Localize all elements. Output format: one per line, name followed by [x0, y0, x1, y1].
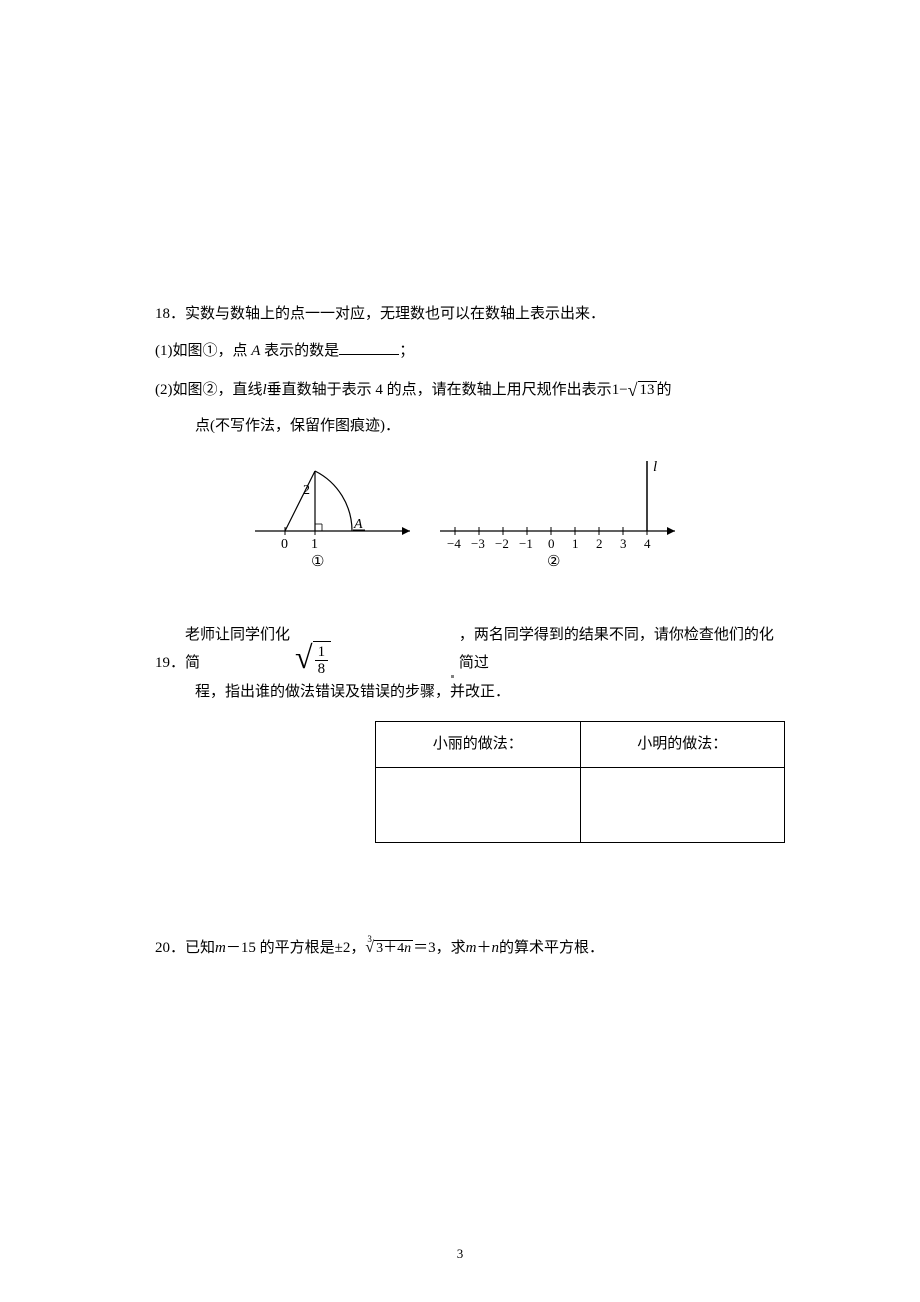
q18-sqrt: √13 [628, 373, 657, 407]
q18-sub1-suffix: 表示的数是 [260, 343, 339, 359]
sqrt-symbol-tall: √ [295, 643, 313, 680]
q20-text1: －15 的平方根是±2， [226, 934, 365, 963]
sqrt-symbol: √ [628, 373, 638, 407]
q19-label: 19． [155, 649, 185, 678]
q18-sub2-mid1: 垂直数轴于表示 4 的点，请在数轴上用尺规作出表示 [267, 376, 612, 405]
q20-var-n2: n [492, 934, 500, 963]
q18-sub2-cont: 点(不写作法，保留作图痕迹)． [155, 412, 775, 441]
q20-var-m: m [215, 934, 226, 963]
q20-cbrt-idx: 3 [367, 931, 372, 948]
q19-td1 [376, 767, 581, 842]
q18-sub2-expr1: 1− [612, 376, 628, 405]
fig2-caption: ② [547, 554, 560, 570]
fig2-line-label: l [653, 459, 657, 475]
fig2-t8: 4 [644, 536, 651, 551]
q18-blank [339, 340, 399, 355]
q18-intro-text: 实数与数轴上的点一一对应，无理数也可以在数轴上表示出来． [185, 306, 605, 322]
q18-sub1-end: ； [399, 343, 414, 359]
q20-text2: ＝3，求 [413, 934, 466, 963]
q18-sub2-end: 的 [657, 376, 672, 405]
q19-line1: 19．老师让同学们化简 √ 1 8 ，两名同学得到的结果不同，请你检查他们的化简… [155, 621, 775, 678]
fig2-t3: −1 [519, 536, 533, 551]
fig2-t4: 0 [548, 536, 555, 551]
fig1-tick2: 2 [303, 483, 310, 498]
q19-td2 [580, 767, 785, 842]
q20-text3: ＋ [477, 934, 492, 963]
q20-text4: 的算术平方根． [499, 934, 604, 963]
q18-figures: 2 0 1 A ① [155, 456, 775, 571]
q18-sqrt-arg: 13 [638, 381, 657, 399]
q19-table: 小丽的做法： 小明的做法： [375, 721, 785, 843]
q19-sqrt: √ 1 8 [295, 641, 331, 678]
q18-intro: 18．实数与数轴上的点一一对应，无理数也可以在数轴上表示出来． [155, 300, 775, 329]
q18-sub2: (2)如图②，直线 l 垂直数轴于表示 4 的点，请在数轴上用尺规作出表示1−√… [155, 373, 775, 407]
page-content: 18．实数与数轴上的点一一对应，无理数也可以在数轴上表示出来． (1)如图①，点… [155, 300, 775, 963]
q19-frac-num: 1 [315, 644, 329, 661]
q20-cbrt-arg1: 3＋4 [376, 941, 404, 956]
q20-label: 20． [155, 934, 185, 963]
q18-sub2-prefix: (2)如图②，直线 [155, 376, 263, 405]
q20-var-n1: n [404, 941, 411, 956]
q19-frac: 1 8 [315, 644, 329, 678]
fig1-caption: ① [311, 554, 324, 570]
q19-th1: 小丽的做法： [376, 722, 581, 768]
q19-frac-den: 8 [315, 660, 329, 678]
q20-prefix: 已知 [185, 934, 215, 963]
fig2-t5: 1 [572, 536, 579, 551]
page-number: 3 [0, 1246, 920, 1262]
q19-sqrt-arg: 1 8 [313, 641, 332, 678]
q18-sub1: (1)如图①，点 A 表示的数是； [155, 337, 775, 366]
q19-cont: 程，指出谁的做法错误及错误的步骤，并改正． [155, 678, 775, 707]
fig2: −4 −3 −2 −1 0 1 2 3 4 l ② [440, 459, 675, 570]
fig1-tick0: 0 [281, 537, 288, 552]
q20-var-m2: m [466, 934, 477, 963]
q19-table-container: 小丽的做法： 小明的做法： [155, 721, 785, 843]
fig2-t6: 2 [596, 536, 603, 551]
q20-cbrt: 3√3＋4n [365, 933, 413, 963]
table-row [376, 767, 785, 842]
fig2-t7: 3 [620, 536, 627, 551]
q19-prefix: 老师让同学们化简 [185, 621, 295, 678]
fig2-t2: −2 [495, 536, 509, 551]
q20-cbrt-arg: 3＋4n [374, 940, 413, 956]
table-row: 小丽的做法： 小明的做法： [376, 722, 785, 768]
q19-suffix: ，两名同学得到的结果不同，请你检查他们的化简过 [459, 621, 775, 678]
q20: 20．已知 m－15 的平方根是±2，3√3＋4n＝3，求 m＋n 的算术平方根… [155, 933, 775, 963]
q18-sub1-prefix: (1)如图①，点 [155, 343, 251, 359]
fig2-t1: −3 [471, 536, 485, 551]
q18-figure-svg: 2 0 1 A ① [245, 456, 685, 571]
q18-label: 18． [155, 306, 185, 322]
fig1: 2 0 1 A ① [255, 471, 410, 570]
q19: 19．老师让同学们化简 √ 1 8 ，两名同学得到的结果不同，请你检查他们的化简… [155, 621, 775, 843]
fig1-tick1: 1 [311, 537, 318, 552]
fig2-t0: −4 [447, 536, 461, 551]
q19-th2: 小明的做法： [580, 722, 785, 768]
